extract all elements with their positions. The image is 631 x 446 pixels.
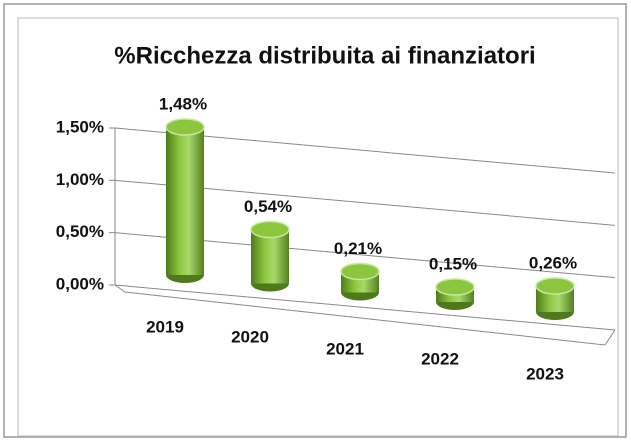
floor-right [604,329,616,346]
bar-top [435,278,475,296]
x-tick-label: 2023 [526,364,564,383]
x-tick-label: 2021 [326,339,364,358]
floor-left [114,284,126,293]
bar-top [340,262,380,281]
bar-top [535,277,575,295]
chart-title: %Ricchezza distribuita ai finanziatori [114,42,535,69]
bar [435,278,475,310]
data-label: 0,15% [429,254,477,273]
bar [165,118,205,283]
bar-top [250,220,290,239]
data-label: 0,21% [334,239,382,258]
bar-body [166,127,204,275]
x-tick-label: 2022 [421,349,459,368]
y-tick-label: 1,50% [56,117,104,136]
bar-top [165,118,205,136]
x-tick-label: 2020 [231,327,269,346]
outer-frame [3,3,627,438]
inner-frame [17,17,619,437]
y-tick-label: 0,00% [56,274,104,293]
data-label: 0,26% [529,253,577,272]
bar [535,277,575,320]
y-tick-label: 1,00% [56,170,104,189]
bar-body [251,229,289,284]
bar [340,262,380,301]
data-label: 1,48% [159,94,207,113]
y-tick-label: 0,50% [56,222,104,241]
floor-front [124,291,606,346]
x-tick-label: 2019 [146,317,184,336]
bar [250,220,290,292]
data-label: 0,54% [244,197,292,216]
grid-line [114,284,616,331]
